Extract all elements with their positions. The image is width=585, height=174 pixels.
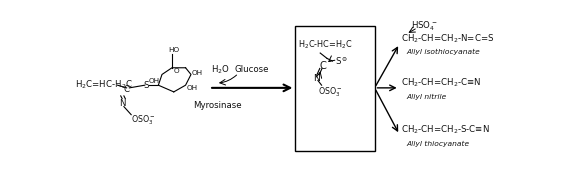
Text: OSO$_3^-$: OSO$_3^-$ (131, 113, 156, 127)
Text: HSO$_4^-$: HSO$_4^-$ (411, 19, 437, 33)
Text: H$_2$O: H$_2$O (211, 64, 230, 76)
Text: OSO$_3^-$: OSO$_3^-$ (318, 85, 342, 99)
Text: CH$_2$-CH=CH$_2$-S-C≡N: CH$_2$-CH=CH$_2$-S-C≡N (401, 124, 490, 136)
Text: Allyl thiocyanate: Allyl thiocyanate (407, 140, 470, 147)
Text: Glucose: Glucose (234, 65, 269, 74)
Text: N: N (119, 100, 125, 108)
Bar (295, 26, 374, 151)
Text: CH$_2$-CH=CH$_2$-N=C=S: CH$_2$-CH=CH$_2$-N=C=S (401, 33, 495, 45)
Text: H$_2$C=HC-H$_2$C: H$_2$C=HC-H$_2$C (75, 79, 133, 92)
Text: Allyl isothiocyanate: Allyl isothiocyanate (407, 49, 480, 56)
Text: Myrosinase: Myrosinase (193, 101, 242, 110)
Text: S: S (143, 81, 149, 90)
Text: OH: OH (149, 78, 160, 84)
Text: OH: OH (192, 70, 203, 76)
Text: Allyl nitrile: Allyl nitrile (407, 93, 446, 100)
Text: HO: HO (168, 47, 180, 53)
Text: OH: OH (187, 85, 198, 91)
Text: S$^\ominus$: S$^\ominus$ (335, 55, 349, 67)
Text: O: O (174, 68, 180, 74)
Text: CH$_2$-CH=CH$_2$-C≡N: CH$_2$-CH=CH$_2$-C≡N (401, 77, 481, 89)
Text: N: N (313, 74, 319, 83)
Text: C: C (123, 85, 130, 94)
Text: H$_2$C-HC=H$_2$C: H$_2$C-HC=H$_2$C (298, 39, 352, 51)
Text: C: C (320, 61, 327, 71)
